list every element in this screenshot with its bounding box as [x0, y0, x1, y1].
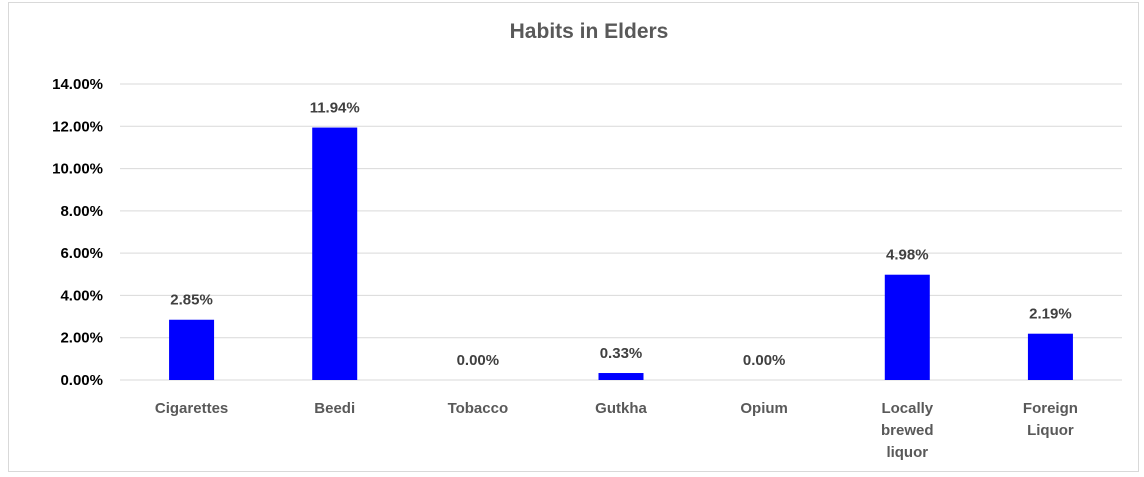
x-tick-label: Cigarettes [155, 400, 228, 417]
gridlines [120, 83, 1122, 381]
data-label: 2.19% [1029, 306, 1072, 323]
data-label: 4.98% [886, 247, 929, 264]
bar [169, 319, 215, 380]
y-axis-ticks: 0.00% 2.00% 4.00% 6.00% 8.00% 10.00% 12.00% 14.… [52, 76, 103, 389]
bar [598, 373, 644, 380]
y-tick-label: 14.00% [52, 76, 103, 93]
bar [884, 274, 930, 380]
x-tick-label: Locally brewed liquor [881, 400, 934, 461]
bar [1027, 333, 1073, 380]
x-tick-label: Opium [740, 400, 788, 417]
y-tick-label: 0.00% [60, 372, 103, 389]
data-label: 2.85% [170, 292, 213, 309]
chart-frame [8, 2, 1139, 472]
y-tick-label: 4.00% [60, 287, 103, 304]
bars [169, 127, 1073, 380]
y-tick-label: 8.00% [60, 203, 103, 220]
x-tick-label: Beedi [314, 400, 355, 417]
data-label: 0.33% [600, 345, 643, 362]
x-tick-label: Gutkha [595, 400, 647, 417]
y-tick-label: 6.00% [60, 245, 103, 262]
data-label: 11.94% [310, 100, 360, 117]
x-tick-label: Tobacco [448, 400, 509, 417]
data-label: 0.00% [457, 352, 500, 369]
x-axis-ticks: Cigarettes Beedi Tobacco Gutkha Opium Locally… [155, 400, 1078, 461]
data-labels: 2.85% 11.94% 0.00% 0.33% 0.00% 4.98% 2.19% [170, 100, 1071, 369]
chart-title: Habits in Elders [510, 20, 669, 43]
x-tick-label: Foreign Liquor [1023, 400, 1078, 439]
y-tick-label: 12.00% [52, 118, 103, 135]
bar [312, 127, 358, 380]
data-label: 0.00% [743, 352, 786, 369]
y-tick-label: 10.00% [52, 161, 103, 178]
y-tick-label: 2.00% [60, 330, 103, 347]
